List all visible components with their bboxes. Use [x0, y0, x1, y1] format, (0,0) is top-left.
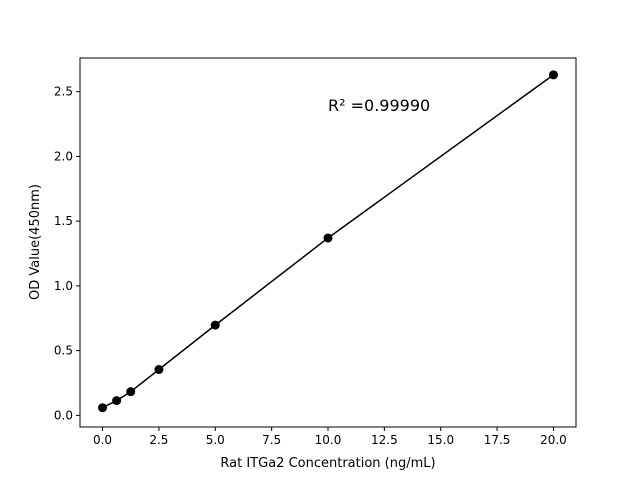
x-tick-label: 12.5: [371, 433, 398, 447]
y-tick-label: 0.5: [54, 344, 73, 358]
y-tick-label: 1.5: [54, 214, 73, 228]
y-tick-label: 2.0: [54, 149, 73, 163]
data-point: [323, 233, 333, 243]
x-axis-label: Rat ITGa2 Concentration (ng/mL): [220, 456, 435, 471]
x-tick-label: 17.5: [484, 433, 511, 447]
y-tick-label: 1.0: [54, 279, 73, 293]
x-axis-ticks: 0.0 2.5 5.0 7.5 10.0 12.5 15.0 17.5 20.0: [93, 427, 567, 447]
x-tick-label: 0.0: [93, 433, 112, 447]
y-tick-label: 2.5: [54, 85, 73, 99]
data-point: [98, 403, 108, 413]
x-tick-label: 5.0: [206, 433, 225, 447]
r-squared-annotation: R² =0.99990: [328, 96, 430, 115]
data-point: [548, 70, 558, 80]
data-point: [112, 396, 122, 406]
series: [98, 70, 558, 413]
x-tick-label: 2.5: [149, 433, 168, 447]
y-tick-label: 0.0: [54, 408, 73, 422]
y-axis-ticks: 0.0 0.5 1.0 1.5 2.0 2.5: [54, 85, 80, 422]
data-point: [210, 320, 220, 330]
data-point: [154, 365, 164, 375]
y-axis-label: OD Value(450nm): [28, 184, 43, 300]
data-point: [126, 387, 136, 397]
x-tick-label: 7.5: [262, 433, 281, 447]
x-tick-label: 20.0: [540, 433, 567, 447]
x-tick-label: 10.0: [315, 433, 342, 447]
x-tick-label: 15.0: [427, 433, 454, 447]
